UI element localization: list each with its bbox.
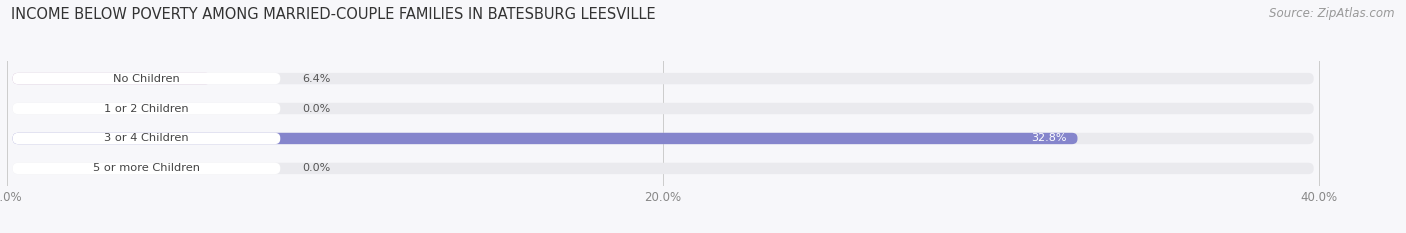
- FancyBboxPatch shape: [13, 103, 1313, 114]
- Text: 0.0%: 0.0%: [302, 163, 330, 173]
- Text: 1 or 2 Children: 1 or 2 Children: [104, 103, 188, 113]
- Text: 6.4%: 6.4%: [302, 74, 330, 84]
- FancyBboxPatch shape: [13, 133, 1313, 144]
- Text: 0.0%: 0.0%: [302, 103, 330, 113]
- Text: INCOME BELOW POVERTY AMONG MARRIED-COUPLE FAMILIES IN BATESBURG LEESVILLE: INCOME BELOW POVERTY AMONG MARRIED-COUPL…: [11, 7, 655, 22]
- FancyBboxPatch shape: [13, 73, 211, 84]
- FancyBboxPatch shape: [13, 163, 1313, 174]
- FancyBboxPatch shape: [13, 73, 280, 84]
- FancyBboxPatch shape: [13, 73, 1313, 84]
- FancyBboxPatch shape: [13, 133, 280, 144]
- Text: 5 or more Children: 5 or more Children: [93, 163, 200, 173]
- FancyBboxPatch shape: [13, 103, 280, 114]
- Text: 3 or 4 Children: 3 or 4 Children: [104, 134, 188, 144]
- Text: Source: ZipAtlas.com: Source: ZipAtlas.com: [1270, 7, 1395, 20]
- FancyBboxPatch shape: [13, 133, 1077, 144]
- Text: 32.8%: 32.8%: [1031, 134, 1067, 144]
- FancyBboxPatch shape: [13, 163, 280, 174]
- Text: No Children: No Children: [112, 74, 180, 84]
